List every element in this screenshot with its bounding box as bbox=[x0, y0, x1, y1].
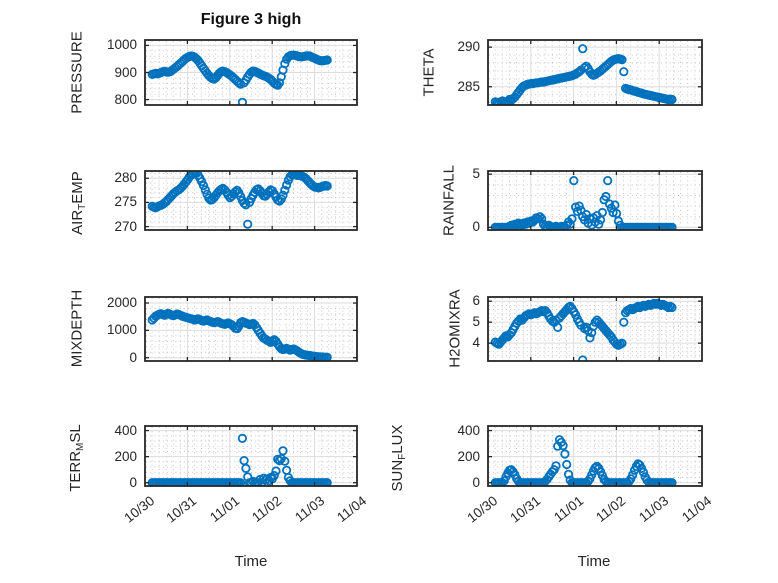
axes-box-rainfall bbox=[487, 170, 703, 231]
tick-marks-air_temp bbox=[145, 171, 357, 230]
data-points-air_temp bbox=[147, 171, 332, 229]
tick-marks-h2omixra bbox=[488, 297, 702, 361]
axes-box-h2omixra bbox=[487, 296, 703, 362]
y-tick-label-rainfall: 0 bbox=[472, 219, 480, 235]
tick-marks-theta bbox=[488, 40, 702, 105]
axes-box-theta bbox=[487, 39, 703, 106]
y-tick-label-pressure: 900 bbox=[114, 64, 137, 80]
y-tick-label-h2omixra: 5 bbox=[472, 314, 480, 330]
y-tick-label-air_temp: 275 bbox=[114, 194, 137, 210]
ylabel-terr_msl: TERRMSL bbox=[67, 424, 86, 492]
y-tick-label-air_temp: 270 bbox=[114, 218, 137, 234]
figure-title: Figure 3 high bbox=[200, 11, 302, 28]
tick-marks-terr_msl bbox=[145, 426, 357, 486]
axes-box-mixdepth bbox=[144, 296, 358, 362]
y-tick-label-air_temp: 280 bbox=[114, 170, 137, 186]
tick-marks-sun_flux bbox=[488, 426, 702, 486]
y-tick-label-terr_msl: 0 bbox=[129, 474, 137, 490]
x-axis-title-right: Time bbox=[577, 553, 611, 570]
y-tick-label-mixdepth: 0 bbox=[129, 349, 137, 365]
data-points-mixdepth bbox=[147, 308, 332, 361]
y-tick-label-mixdepth: 1000 bbox=[106, 322, 137, 338]
axes-box-sun_flux bbox=[487, 425, 703, 487]
grid-mixdepth bbox=[145, 297, 357, 361]
data-points-theta bbox=[490, 44, 677, 105]
y-tick-label-terr_msl: 200 bbox=[114, 448, 137, 464]
y-tick-label-theta: 285 bbox=[457, 78, 480, 94]
y-tick-label-pressure: 1000 bbox=[106, 37, 137, 53]
y-tick-label-terr_msl: 400 bbox=[114, 422, 137, 438]
y-tick-label-h2omixra: 4 bbox=[472, 335, 480, 351]
data-points-h2omixra bbox=[490, 298, 677, 361]
y-tick-label-h2omixra: 6 bbox=[472, 293, 480, 309]
y-tick-label-sun_flux: 0 bbox=[472, 474, 480, 490]
x-axis-title-left: Time bbox=[234, 553, 268, 570]
y-tick-label-sun_flux: 200 bbox=[457, 448, 480, 464]
data-points-pressure bbox=[147, 50, 332, 105]
y-tick-label-rainfall: 5 bbox=[472, 166, 480, 182]
axes-box-terr_msl bbox=[144, 425, 358, 487]
data-points-sun_flux bbox=[490, 435, 677, 486]
y-tick-label-mixdepth: 2000 bbox=[106, 295, 137, 311]
y-tick-label-pressure: 800 bbox=[114, 91, 137, 107]
axes-box-air_temp bbox=[144, 170, 358, 231]
ylabel-sun_flux: SUNFLUX bbox=[389, 424, 408, 492]
y-tick-label-sun_flux: 400 bbox=[457, 422, 480, 438]
y-tick-label-theta: 290 bbox=[457, 39, 480, 55]
data-points-terr_msl bbox=[147, 433, 332, 486]
tick-marks-pressure bbox=[145, 40, 357, 105]
tick-marks-mixdepth bbox=[145, 297, 357, 361]
tick-marks-rainfall bbox=[488, 171, 702, 230]
